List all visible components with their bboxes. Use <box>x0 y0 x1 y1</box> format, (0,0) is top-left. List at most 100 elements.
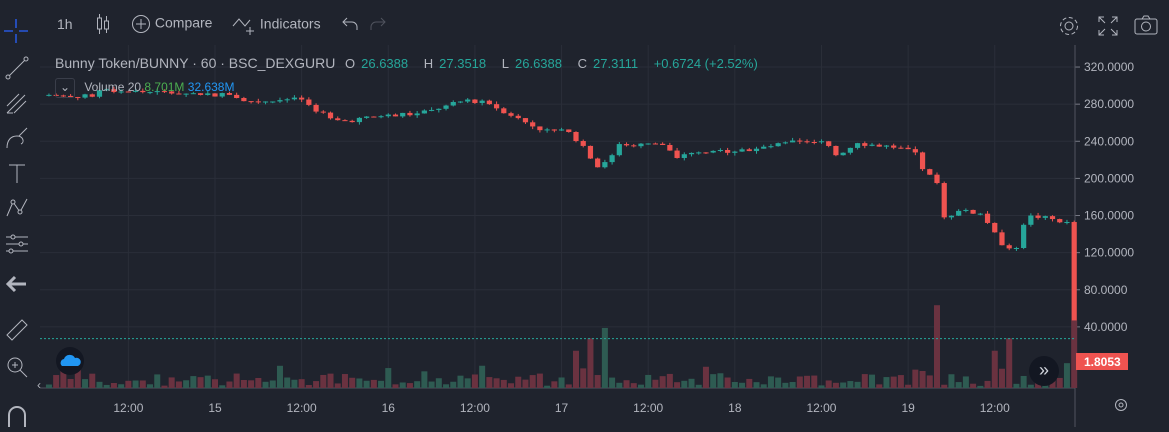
magnet-icon[interactable] <box>5 403 29 427</box>
indicators-button[interactable]: Indicators <box>232 14 321 36</box>
volume-bar <box>320 374 327 388</box>
candle <box>862 141 868 149</box>
time-tick-label: 18 <box>728 401 742 415</box>
volume-bar <box>435 378 442 388</box>
gear-icon[interactable] <box>1115 399 1127 411</box>
change-value: +0.6724 (+2.52%) <box>653 56 758 71</box>
price-tick-label: 120.0000 <box>1084 246 1134 260</box>
interval-button[interactable]: 1h <box>57 16 73 32</box>
candle <box>241 96 247 102</box>
brush-icon[interactable] <box>5 126 29 150</box>
scroll-right-icon[interactable]: » <box>1029 356 1059 386</box>
volume-bar <box>103 384 110 388</box>
trend-line-icon[interactable] <box>5 56 29 80</box>
compare-button[interactable]: Compare <box>131 14 212 34</box>
candle <box>732 150 738 156</box>
candle <box>826 140 832 148</box>
close-label: C <box>577 56 588 71</box>
dexguru-logo <box>56 347 84 375</box>
ruler-icon[interactable] <box>5 318 29 342</box>
volume-bar <box>305 384 312 388</box>
volume-bar <box>1063 363 1070 388</box>
volume-bar <box>970 383 977 388</box>
volume-bar <box>197 377 204 388</box>
volume-bar <box>573 350 579 388</box>
volume-bar <box>276 365 283 388</box>
volume-bar <box>110 382 117 388</box>
pitchfork-icon[interactable] <box>5 91 29 115</box>
camera-icon[interactable] <box>1134 15 1158 38</box>
redo-icon[interactable] <box>370 17 386 34</box>
volume-bar <box>45 384 52 388</box>
volume-bar <box>262 381 269 388</box>
candle <box>811 139 817 145</box>
back-arrow-icon[interactable] <box>5 272 29 296</box>
price-tick-label: 200.0000 <box>1084 171 1134 185</box>
open-value: 26.6388 <box>361 56 409 71</box>
time-tick-label: 12:00 <box>460 401 490 415</box>
candle <box>551 129 557 133</box>
candle <box>400 112 406 118</box>
price-label: 1.8053 <box>1084 355 1121 369</box>
volume-bar <box>609 377 616 388</box>
pattern-icon[interactable] <box>5 196 29 220</box>
candle <box>493 101 500 111</box>
candle <box>984 211 991 224</box>
prediction-icon[interactable] <box>5 232 29 256</box>
volume-bar <box>457 375 464 388</box>
undo-icon[interactable] <box>342 17 358 34</box>
indicators-icon <box>232 18 254 35</box>
time-tick-label: 17 <box>555 401 569 415</box>
high-value: 27.3518 <box>439 56 487 71</box>
volume-bar <box>168 377 175 388</box>
candle <box>176 90 182 95</box>
candle <box>544 127 550 133</box>
candle <box>197 93 204 96</box>
candle <box>941 181 947 220</box>
volume-bar <box>486 377 493 388</box>
volume-bar <box>399 382 406 388</box>
price-tick-label: 280.0000 <box>1084 97 1134 111</box>
crosshair-icon[interactable] <box>3 18 29 44</box>
volume-bar <box>832 382 839 388</box>
volume-bar <box>890 376 897 388</box>
scroll-left-icon[interactable]: ‹ <box>37 378 41 392</box>
zoom-icon[interactable] <box>5 355 29 379</box>
candle <box>378 115 384 119</box>
volume-bar <box>861 374 868 388</box>
volume-bar <box>479 365 486 388</box>
volume-bar <box>508 383 515 388</box>
candle <box>869 142 875 147</box>
candle <box>573 131 579 143</box>
price-tick-label: 40.0000 <box>1084 320 1128 334</box>
candle <box>75 96 81 101</box>
candle <box>1006 243 1012 251</box>
volume-bar <box>154 374 161 388</box>
settings-icon[interactable] <box>1058 15 1080 40</box>
volume-bar <box>443 384 450 388</box>
volume-bar <box>515 376 522 388</box>
volume-bar <box>724 377 731 388</box>
volume-bar <box>226 381 233 388</box>
volume-bar <box>594 375 601 388</box>
candle <box>602 159 608 169</box>
candle <box>68 94 74 98</box>
fullscreen-icon[interactable] <box>1098 16 1118 39</box>
text-icon[interactable] <box>5 161 29 185</box>
candle <box>161 89 168 93</box>
volume-bar <box>190 376 197 388</box>
candle <box>898 145 904 149</box>
price-tick-label: 240.0000 <box>1084 134 1134 148</box>
volume-bar <box>450 381 457 388</box>
volume-bar <box>1020 375 1027 388</box>
candles-icon[interactable] <box>96 14 110 37</box>
candle <box>479 99 485 106</box>
candle <box>457 101 464 104</box>
volume-bar <box>313 381 320 388</box>
symbol-title: Bunny Token/BUNNY · 60 · BSC_DEXGURU <box>55 55 336 71</box>
volume-bar <box>284 377 291 388</box>
collapse-legend-button[interactable]: ⌄ <box>55 78 75 98</box>
volume-bar <box>1042 385 1049 388</box>
candle <box>710 150 716 154</box>
